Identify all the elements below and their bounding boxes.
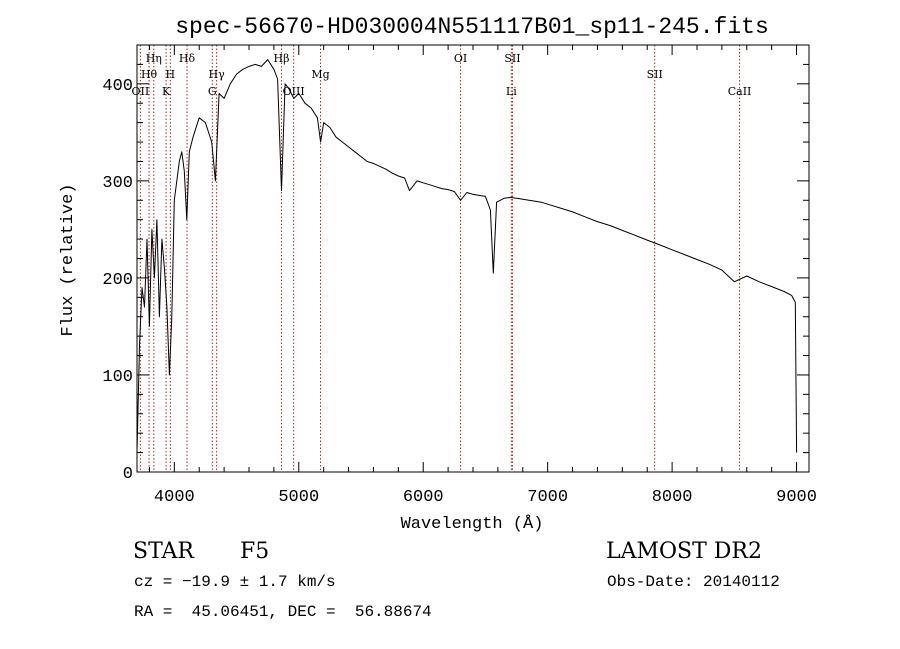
- line-label: Li: [506, 85, 517, 98]
- line-label: K: [162, 85, 171, 98]
- plot-frame: [136, 44, 810, 473]
- y-tick-label: 200: [102, 271, 133, 290]
- line-label: CaII: [728, 85, 752, 98]
- x-tick-label: 4000: [154, 488, 195, 507]
- line-label: Mg: [311, 68, 329, 81]
- y-tick-label: 0: [123, 465, 133, 484]
- line-label: SII: [504, 52, 520, 65]
- x-tick-label: 9000: [776, 488, 817, 507]
- spectrum-line: [136, 59, 798, 453]
- line-label: SII: [647, 68, 663, 81]
- x-axis-label: Wavelength (Å): [401, 515, 544, 534]
- y-tick-label: 100: [102, 368, 133, 387]
- y-axis-label: Flux (relative): [59, 183, 78, 336]
- line-label: OIII: [283, 85, 305, 98]
- line-label: Hη: [146, 52, 162, 65]
- line-label: Hθ: [141, 68, 158, 81]
- chart-title: spec-56670-HD030004N551117B01_sp11-245.f…: [175, 14, 769, 40]
- line-label: G: [208, 85, 217, 98]
- y-axis: 0 100 200 300 400: [102, 44, 809, 484]
- observation-date: Obs-Date: 20140112: [607, 573, 780, 591]
- y-tick-label: 300: [102, 174, 133, 193]
- line-label: OII: [132, 85, 150, 98]
- x-tick-label: 6000: [403, 488, 444, 507]
- x-tick-label: 8000: [652, 488, 693, 507]
- plot-area: OII Hθ Hη HK Hδ Hγ G Hβ OIII Mg OI SII Li SII CaII: [132, 45, 798, 472]
- line-label: Hγ: [209, 68, 226, 81]
- line-label: H: [166, 68, 176, 81]
- coordinates: RA = 45.06451, DEC = 56.88674: [134, 603, 432, 621]
- object-class: STAR: [133, 539, 194, 564]
- survey-name: LAMOST DR2: [606, 539, 762, 564]
- x-tick-label: 7000: [527, 488, 568, 507]
- x-tick-label: 5000: [278, 488, 319, 507]
- object-subclass: F5: [240, 539, 270, 564]
- line-label: Hβ: [274, 52, 290, 65]
- redshift-value: cz = −19.9 ± 1.7 km/s: [134, 573, 336, 591]
- y-tick-label: 400: [102, 77, 133, 96]
- line-label: OI: [454, 52, 467, 65]
- line-label: Hδ: [179, 52, 196, 65]
- x-axis: 4000 5000 6000 7000 8000 9000: [148, 45, 817, 507]
